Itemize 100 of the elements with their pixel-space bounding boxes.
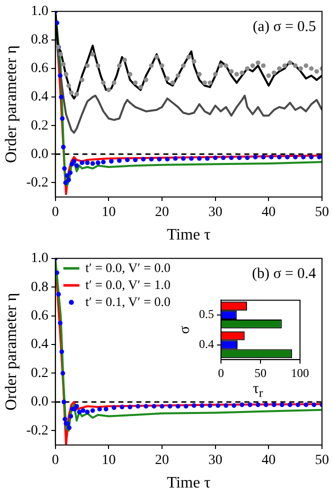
point [133, 158, 138, 162]
point [66, 83, 71, 88]
point [266, 73, 271, 78]
point [208, 403, 212, 408]
point [256, 402, 260, 408]
point [250, 63, 255, 68]
point [90, 408, 95, 413]
point [221, 155, 226, 160]
point [237, 155, 242, 160]
point [128, 72, 132, 77]
x-axis-title: Time τ [166, 226, 212, 244]
x-tick-label: 20 [155, 205, 170, 220]
point [90, 161, 95, 166]
point [61, 62, 66, 67]
point [120, 404, 124, 410]
point [261, 63, 266, 68]
point [202, 80, 207, 86]
point [285, 154, 290, 160]
point [60, 116, 65, 121]
x-tick-label: 0 [218, 366, 224, 380]
point [72, 159, 76, 164]
y-tick-label: -0.2 [26, 175, 48, 190]
point [85, 63, 90, 68]
point [264, 402, 268, 408]
point [59, 349, 64, 354]
x-tick-label: 50 [315, 205, 329, 220]
point [149, 63, 154, 68]
point [96, 160, 100, 166]
point [288, 402, 292, 408]
y-tick-label: 0.6 [30, 61, 48, 76]
y-tick-label: 0.8 [30, 280, 48, 295]
x-tick-label: 40 [262, 205, 276, 220]
point [314, 69, 319, 74]
point [256, 60, 260, 66]
y-tick-label: 0.4 [30, 90, 48, 105]
point [77, 410, 82, 414]
legend-label: t′ = 0.0, V′ = 0.0 [85, 260, 170, 275]
point [68, 170, 73, 176]
point [165, 76, 170, 81]
point [117, 158, 122, 163]
point [218, 63, 223, 68]
point [298, 66, 303, 71]
point [74, 163, 79, 168]
point [197, 156, 202, 161]
x-tick-label: 30 [208, 205, 222, 220]
point [144, 78, 148, 82]
point [282, 63, 287, 68]
y-tick-label: 0.4 [30, 337, 48, 352]
point [240, 70, 244, 76]
point [213, 155, 218, 160]
point [62, 416, 68, 422]
x-tick-label: 30 [208, 453, 222, 468]
point [112, 405, 116, 410]
x-tick-label: 0 [52, 453, 59, 468]
point [277, 66, 282, 71]
x-axis-title: τ$_{r}$ [252, 381, 264, 400]
point [269, 154, 274, 160]
point [80, 78, 84, 82]
y-tick-label: 0.8 [30, 32, 48, 48]
point [68, 414, 74, 419]
point [101, 80, 106, 86]
x-tick-label: 50 [254, 366, 266, 380]
point [304, 402, 308, 408]
point [181, 156, 186, 161]
point [245, 66, 250, 71]
point [232, 403, 236, 408]
point [173, 156, 178, 161]
y-tick-label: -0.2 [26, 423, 48, 438]
point [160, 404, 164, 409]
point [61, 144, 66, 150]
point [128, 404, 132, 410]
point [200, 403, 204, 408]
point [122, 58, 127, 62]
y-tick-label: 1.0 [30, 4, 48, 20]
point [74, 92, 79, 97]
point [63, 180, 68, 186]
point [229, 69, 234, 74]
point [149, 156, 154, 162]
y-tick-label: 0.6 [30, 308, 48, 324]
point [293, 154, 298, 160]
point [168, 404, 172, 409]
point [112, 80, 116, 86]
point [261, 154, 266, 160]
x-tick-label: 0 [52, 205, 59, 220]
point [66, 425, 72, 430]
point [64, 173, 70, 178]
y-tick-label: 0.5 [199, 307, 214, 322]
point [60, 370, 66, 376]
x-tick-label: 40 [262, 453, 276, 468]
point [154, 54, 159, 60]
point [301, 154, 306, 160]
point [176, 73, 180, 78]
point [213, 72, 218, 77]
point [309, 154, 314, 160]
point [138, 84, 143, 90]
point [181, 63, 186, 68]
point [69, 90, 74, 96]
point [90, 52, 95, 57]
point [62, 400, 66, 404]
point [58, 94, 64, 100]
